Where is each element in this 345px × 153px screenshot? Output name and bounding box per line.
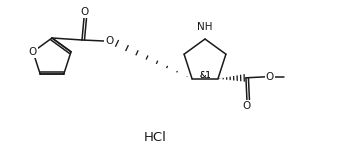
Text: &1: &1 bbox=[199, 71, 211, 80]
Text: O: O bbox=[266, 72, 274, 82]
Text: O: O bbox=[243, 101, 251, 111]
Text: NH: NH bbox=[197, 22, 213, 32]
Text: O: O bbox=[29, 47, 37, 57]
Text: &1: &1 bbox=[199, 71, 211, 80]
Text: HCl: HCl bbox=[144, 131, 167, 144]
Text: O: O bbox=[80, 7, 88, 17]
Text: O: O bbox=[105, 36, 113, 46]
